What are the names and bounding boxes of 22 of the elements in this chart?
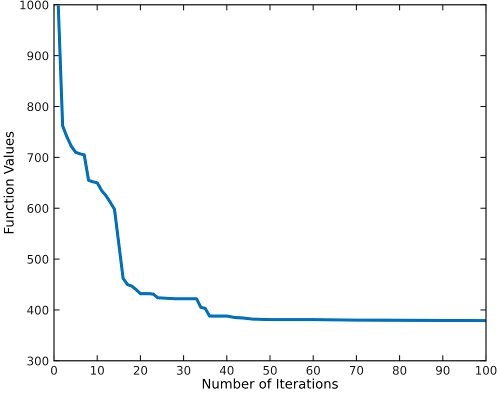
y-tick-label: 800 — [27, 102, 48, 112]
x-tick-label: 30 — [176, 366, 190, 375]
y-tick-label: 1000 — [20, 0, 48, 10]
line-series — [56, 6, 486, 322]
y-tick-label: 300 — [28, 356, 48, 366]
x-tick-label: 90 — [436, 366, 450, 375]
y-tick-label: 400 — [27, 306, 48, 315]
x-axis-title: Number of Iterations — [202, 378, 338, 389]
y-tick-label: 700 — [28, 153, 48, 162]
y-axis-title: Function Values — [4, 132, 14, 234]
x-tick-label: 50 — [263, 366, 277, 375]
x-tick-label: 80 — [392, 366, 406, 375]
x-tick-label: 10 — [90, 366, 104, 375]
x-tick-label: 20 — [134, 366, 148, 375]
x-tick-label: 100 — [476, 366, 496, 375]
y-tick-label: 500 — [28, 254, 48, 264]
y-tick-label: 600 — [27, 204, 48, 213]
x-tick-label: 40 — [220, 366, 234, 375]
x-tick-label: 70 — [350, 366, 364, 375]
x-tick-label: 60 — [306, 366, 320, 375]
x-tick-label: 0 — [51, 366, 57, 375]
y-tick-label: 900 — [27, 51, 48, 60]
